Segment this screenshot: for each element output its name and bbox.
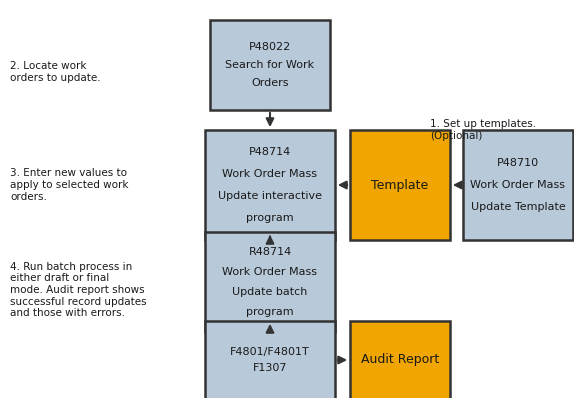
- Text: program: program: [246, 213, 294, 223]
- Text: Work Order Mass: Work Order Mass: [223, 169, 317, 179]
- Bar: [350, 130, 450, 240]
- Text: Update Template: Update Template: [471, 202, 565, 212]
- Text: Audit Report: Audit Report: [361, 353, 439, 367]
- Text: Work Order Mass: Work Order Mass: [223, 267, 317, 277]
- Text: P48022: P48022: [249, 42, 291, 52]
- Bar: [350, 321, 450, 398]
- Bar: [463, 130, 573, 240]
- Text: F1307: F1307: [253, 363, 287, 373]
- Text: R48714: R48714: [249, 247, 292, 257]
- Bar: [205, 321, 335, 398]
- Text: program: program: [246, 307, 294, 317]
- Text: Template: Template: [371, 178, 429, 191]
- Text: 2. Locate work
orders to update.: 2. Locate work orders to update.: [10, 61, 100, 83]
- Text: Work Order Mass: Work Order Mass: [471, 180, 565, 190]
- Bar: [205, 130, 335, 240]
- Bar: [205, 232, 335, 332]
- Text: 3. Enter new values to
apply to selected work
orders.: 3. Enter new values to apply to selected…: [10, 168, 129, 202]
- Text: Search for Work: Search for Work: [226, 60, 315, 70]
- Text: 1. Set up templates.
(Optional): 1. Set up templates. (Optional): [430, 119, 536, 141]
- Text: F4801/F4801T: F4801/F4801T: [230, 347, 310, 357]
- Text: Update interactive: Update interactive: [218, 191, 322, 201]
- Text: Orders: Orders: [251, 78, 289, 88]
- Text: P48710: P48710: [497, 158, 539, 168]
- Bar: [210, 20, 330, 110]
- Text: P48714: P48714: [249, 147, 291, 157]
- Text: 4. Run batch process in
either draft or final
mode. Audit report shows
successfu: 4. Run batch process in either draft or …: [10, 262, 146, 318]
- Text: Update batch: Update batch: [232, 287, 308, 297]
